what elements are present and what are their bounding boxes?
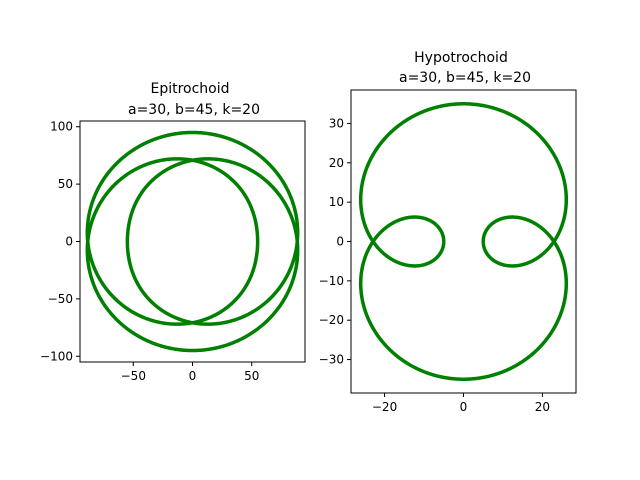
y-tick-label: 0 [336,235,344,249]
curve-line [85,130,300,353]
chart-title-line1: Hypotrochoid [414,50,508,66]
y-tick-label: 100 [50,120,73,134]
y-tick-label: −20 [319,313,344,327]
chart-hypotrochoid: Hypotrochoid a=30, b=45, k=20 −20 0 20−30−… [319,50,577,414]
y-tick-label: −30 [319,353,344,367]
axis-ticks: −20 0 20 −30 −20 −10 0 10 20 30 [319,116,550,414]
chart-title-line2: a=30, b=45, k=20 [399,70,531,86]
y-tick-label: 0 [65,235,73,249]
axis-ticks: −50 0 50 −100 −50 0 50 100 [40,120,259,383]
plot-area [358,102,569,381]
chart-title-line2: a=30, b=45, k=20 [128,102,260,118]
x-tick-label: −50 [121,369,146,383]
curve-line [358,102,569,381]
y-tick-label: −10 [319,274,344,288]
y-tick-label: −100 [40,349,73,363]
chart-epitrochoid: Epitrochoid a=30, b=45, k=20 −50 0 50−100−… [40,81,306,383]
x-tick-label: 50 [244,369,259,383]
y-tick-label: 10 [329,195,344,209]
y-tick-label: −50 [48,292,73,306]
y-tick-label: 50 [58,177,73,191]
y-tick-label: 30 [329,116,344,130]
x-tick-label: 20 [535,400,550,414]
x-tick-label: 0 [189,369,197,383]
x-tick-label: 0 [460,400,468,414]
x-tick-label: −20 [372,400,397,414]
chart-title-line1: Epitrochoid [150,81,229,97]
y-tick-label: 20 [329,156,344,170]
plot-area [85,130,300,353]
